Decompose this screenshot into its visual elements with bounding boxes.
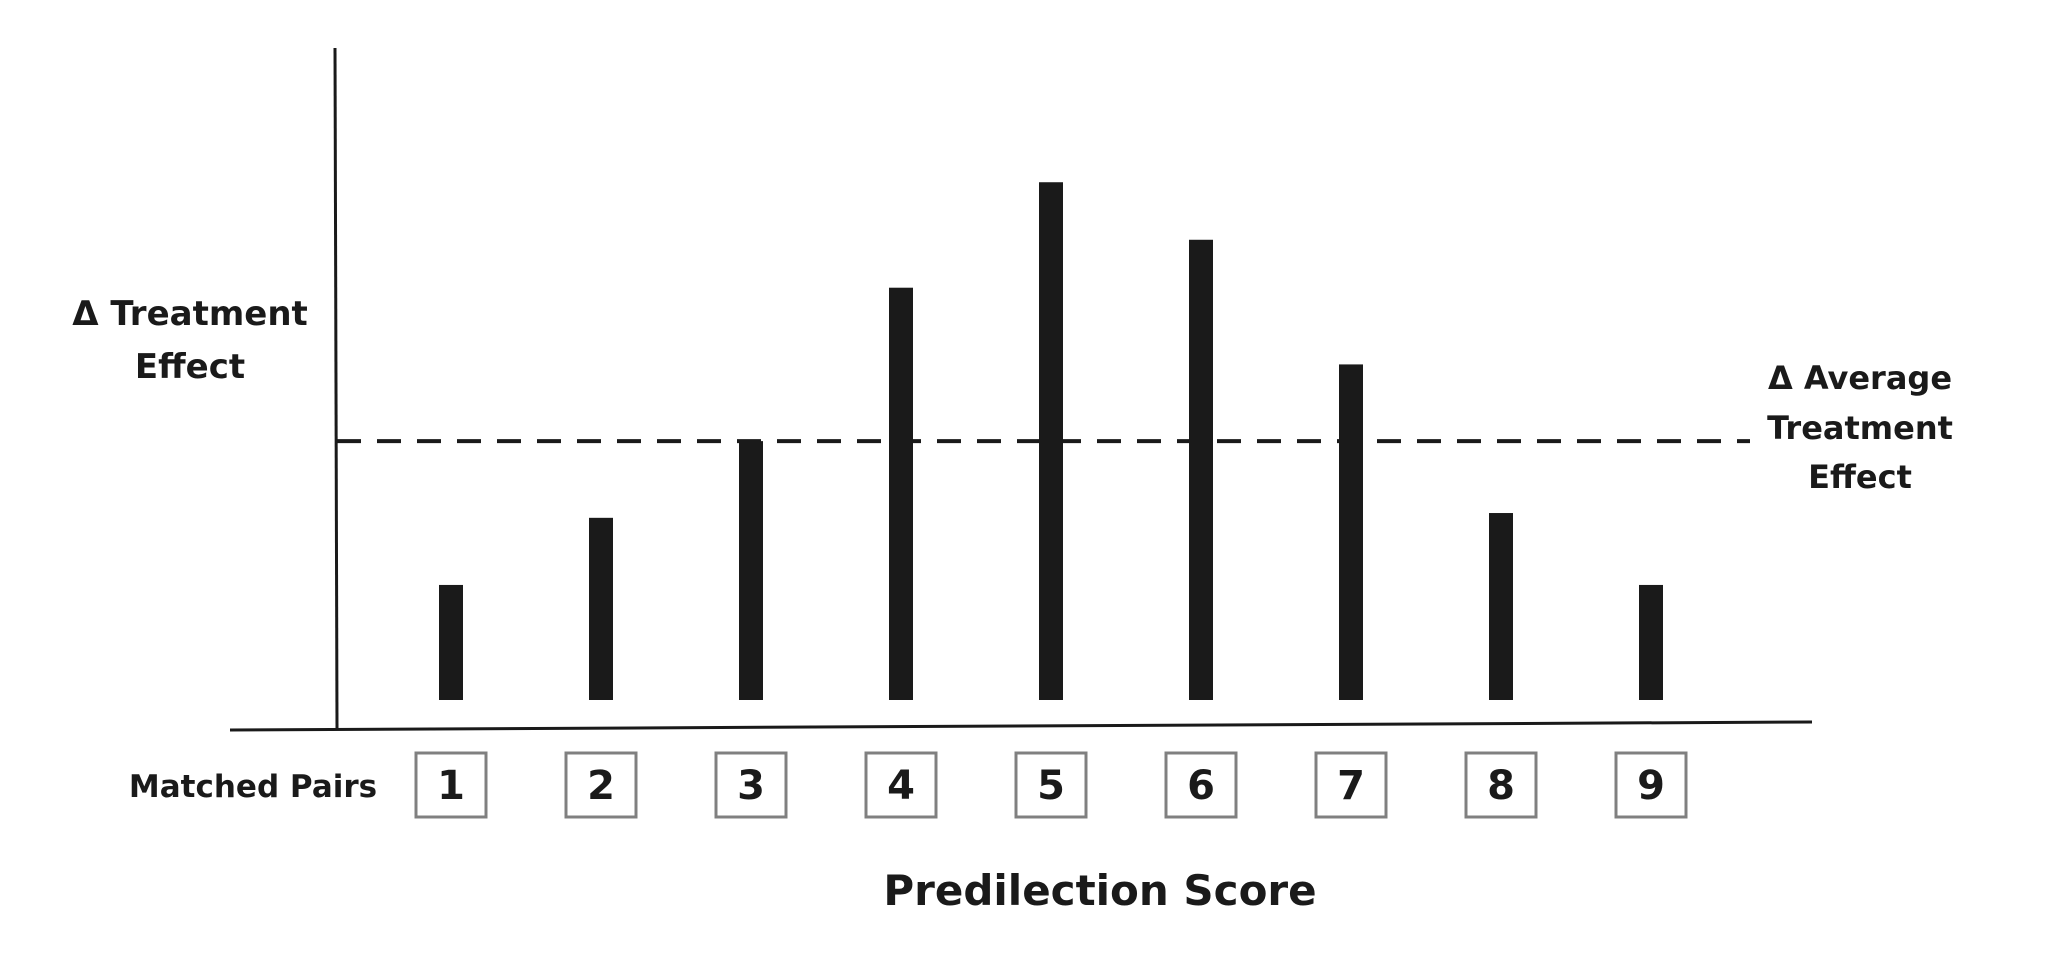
matched-pair-boxes: 1 2 3 4 5 6 7 8 9 — [414, 751, 1688, 819]
matched-pair-box-4 — [864, 751, 938, 819]
matched-pair-label-2: 2 — [587, 763, 615, 809]
matched-pair-box-1 — [414, 751, 488, 819]
matched-pair-label-3: 3 — [737, 763, 765, 809]
reference-line-label-line-2: Treatment — [1767, 409, 1953, 447]
matched-pair-label-8: 8 — [1487, 763, 1515, 809]
y-axis-label-line-1: Δ Treatment — [72, 294, 308, 334]
bar-2 — [589, 517, 613, 700]
y-axis-label-line-2: Effect — [135, 347, 245, 387]
matched-pair-box-7 — [1314, 751, 1388, 819]
reference-line-label-line-1: Δ Average — [1768, 359, 1952, 397]
bar-3 — [739, 441, 763, 700]
bar-8 — [1489, 513, 1513, 700]
matched-pair-label-1: 1 — [437, 763, 465, 809]
reference-line-label-line-3: Effect — [1808, 458, 1912, 496]
bar-4 — [889, 287, 913, 700]
matched-pair-box-3 — [714, 751, 788, 819]
bar-6 — [1189, 239, 1213, 700]
x-axis-title: Predilection Score — [883, 866, 1316, 915]
matched-pair-box-6 — [1164, 751, 1238, 819]
matched-pair-label-5: 5 — [1037, 763, 1065, 809]
bars-group — [439, 182, 1663, 700]
matched-pair-box-8 — [1464, 751, 1538, 819]
matched-pair-label-6: 6 — [1187, 763, 1215, 809]
bar-1 — [439, 584, 463, 700]
matched-pair-label-4: 4 — [887, 763, 915, 809]
matched-pair-box-9 — [1614, 751, 1688, 819]
matched-pair-box-5 — [1014, 751, 1088, 819]
bar-7 — [1339, 364, 1363, 700]
x-axis-line — [229, 720, 1813, 732]
matched-pair-box-2 — [564, 751, 638, 819]
matched-pair-label-9: 9 — [1637, 763, 1665, 809]
bar-9 — [1639, 584, 1663, 700]
matched-pairs-label: Matched Pairs — [129, 769, 377, 805]
matched-pair-label-7: 7 — [1337, 763, 1365, 809]
y-axis-line — [333, 47, 339, 729]
